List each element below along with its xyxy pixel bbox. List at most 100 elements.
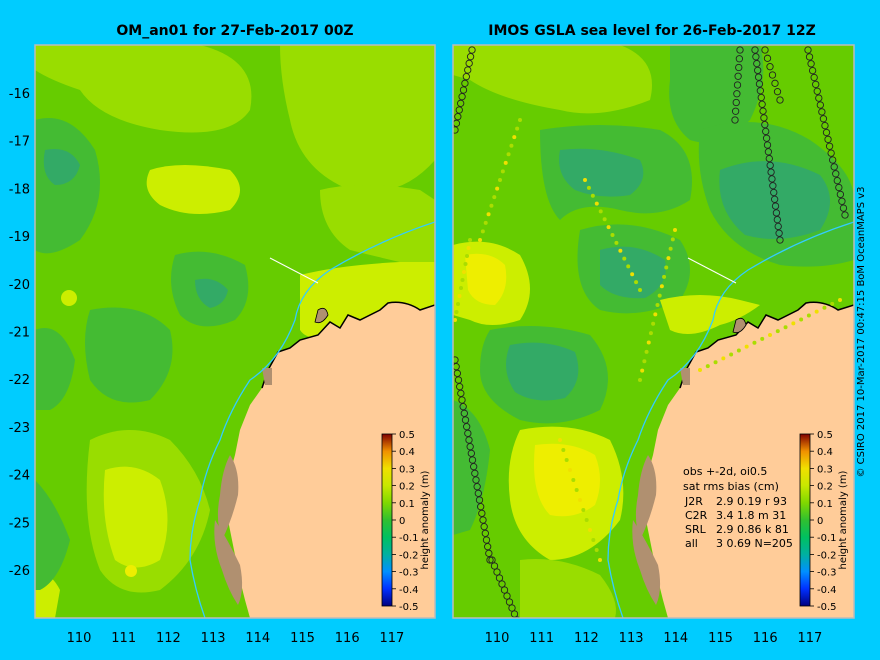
colorbar-tick-label: -0.1 xyxy=(399,533,419,544)
track-dot xyxy=(459,286,463,290)
track-marker xyxy=(825,142,834,150)
track-marker xyxy=(835,183,843,192)
track-dot xyxy=(486,212,491,217)
x-tick-label: 114 xyxy=(245,631,270,646)
track-marker xyxy=(485,549,493,557)
track-dot xyxy=(657,293,662,298)
y-tick-label: -16 xyxy=(9,87,30,102)
track-dot xyxy=(500,169,505,174)
track-marker xyxy=(769,182,777,190)
x-tick-label: 111 xyxy=(111,631,136,646)
track-marker xyxy=(466,53,475,61)
track-marker xyxy=(765,154,773,163)
track-dot xyxy=(558,438,562,442)
track-marker xyxy=(827,149,835,157)
track-marker xyxy=(462,73,470,81)
track-marker xyxy=(770,195,779,203)
x-tick-label: 116 xyxy=(335,631,360,646)
track-marker xyxy=(482,536,491,544)
track-marker xyxy=(733,90,741,98)
track-marker xyxy=(774,222,782,231)
track-dot xyxy=(495,186,500,191)
track-marker xyxy=(459,86,468,94)
track-dot xyxy=(584,518,589,522)
track-marker xyxy=(808,66,817,75)
track-marker xyxy=(474,489,482,497)
track-marker xyxy=(830,163,838,171)
track-marker xyxy=(818,108,826,116)
track-marker xyxy=(829,156,837,164)
track-marker xyxy=(773,215,781,224)
track-dot xyxy=(642,359,647,364)
track-dot xyxy=(564,458,569,462)
track-dot xyxy=(456,302,460,306)
x-tick-label: 114 xyxy=(663,631,688,646)
track-dot xyxy=(638,378,642,382)
track-dot xyxy=(515,126,520,131)
stats-values: 2.9 0.86 k 81 xyxy=(716,523,789,536)
track-marker xyxy=(500,586,509,594)
colorbar-tick-label: -0.3 xyxy=(817,568,837,579)
track-marker xyxy=(824,135,832,144)
track-marker xyxy=(763,54,772,62)
track-marker xyxy=(453,126,459,134)
track-marker xyxy=(463,423,471,431)
track-marker xyxy=(464,66,472,74)
track-dot xyxy=(462,270,466,274)
track-marker xyxy=(764,148,773,156)
track-dot xyxy=(598,558,602,562)
x-tick-label: 117 xyxy=(797,631,822,646)
track-marker xyxy=(457,389,465,397)
track-dot xyxy=(662,274,667,279)
track-marker xyxy=(767,168,775,176)
track-marker xyxy=(472,476,480,484)
colorbar-tick-label: -0.4 xyxy=(399,585,419,596)
track-dot xyxy=(561,448,566,452)
track-marker xyxy=(455,106,463,114)
track-marker xyxy=(776,236,784,244)
colorbar-label: height anomaly (m) xyxy=(838,470,849,569)
track-marker xyxy=(762,134,771,142)
track-marker xyxy=(770,188,778,197)
track-marker xyxy=(819,115,828,123)
track-marker xyxy=(468,456,477,464)
track-marker xyxy=(805,53,814,61)
colorbar-tick-label: 0.5 xyxy=(817,430,833,441)
track-marker xyxy=(513,616,521,618)
track-dot xyxy=(618,248,623,253)
right-colorbar: 0.5 0.4 0.3 0.2 0.1 0 -0.1 -0.2 -0.3 -0.4 -0.5 hei… xyxy=(799,430,849,613)
track-dot xyxy=(506,152,511,157)
left-x-axis: 110 111 112 113 114 115 116 117 xyxy=(67,631,405,646)
track-marker xyxy=(735,63,743,72)
track-marker xyxy=(475,496,484,504)
track-marker xyxy=(761,46,769,54)
track-marker xyxy=(755,80,764,88)
track-marker xyxy=(471,469,479,477)
colorbar-tick-label: 0.1 xyxy=(399,499,415,510)
colorbar-tick-label: 0.2 xyxy=(817,482,833,493)
x-tick-label: 112 xyxy=(156,631,181,646)
track-marker xyxy=(838,197,846,205)
colorbar-tick-label: -0.1 xyxy=(817,533,837,544)
track-marker xyxy=(822,128,831,137)
credit-text: © CSIRO 2017 10-Mar-2017 00:47:15 BoM Oc… xyxy=(856,186,867,477)
colorbar-tick-label: 0.5 xyxy=(399,430,415,441)
track-dot xyxy=(783,325,788,330)
track-marker xyxy=(480,523,488,531)
track-marker xyxy=(766,161,774,170)
track-marker xyxy=(768,71,777,79)
track-dot xyxy=(729,352,734,357)
track-marker xyxy=(761,120,769,129)
right-panel-title: IMOS GSLA sea level for 26-Feb-2017 12Z xyxy=(488,23,816,39)
track-dot xyxy=(588,528,592,532)
track-dot xyxy=(610,233,615,237)
track-marker xyxy=(490,562,499,570)
track-dot xyxy=(594,548,599,552)
track-dot xyxy=(509,143,514,148)
track-marker xyxy=(508,604,516,612)
track-marker xyxy=(510,610,519,618)
colorbar-tick-label: 0 xyxy=(817,516,823,527)
track-marker xyxy=(754,73,763,81)
track-dot xyxy=(668,246,673,251)
track-dot xyxy=(838,298,842,302)
